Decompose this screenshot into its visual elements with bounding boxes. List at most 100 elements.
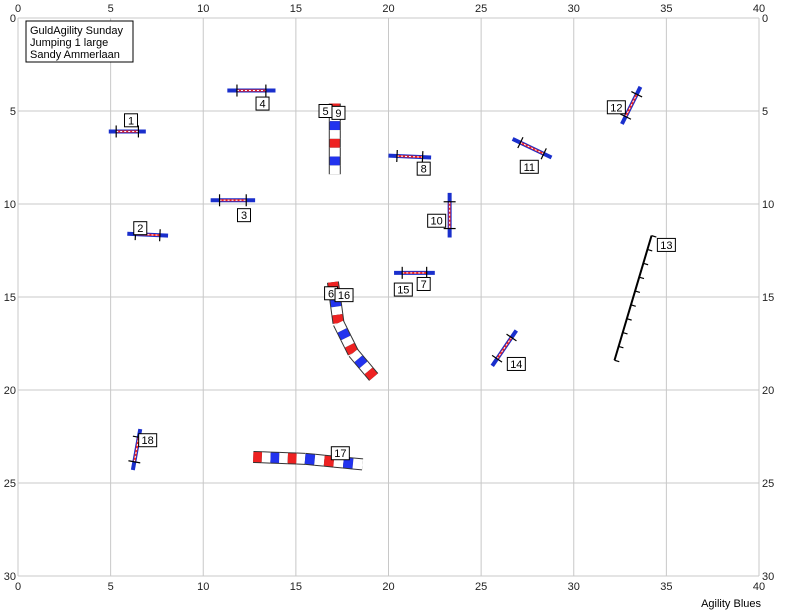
x-tick-bottom-5: 5 [108, 581, 114, 593]
number-label-1: 1 [124, 113, 139, 128]
number-box-9 [331, 105, 346, 120]
number-text-15: 15 [397, 285, 409, 297]
tunnel-segment [337, 328, 351, 341]
number-text-7: 7 [421, 279, 427, 291]
number-label-8: 8 [416, 161, 431, 176]
jump-wing-18-0 [128, 460, 141, 464]
number-text-1: 1 [128, 115, 134, 127]
number-box-13 [656, 237, 676, 252]
number-box-18 [138, 433, 158, 448]
tunnel-segment [349, 349, 363, 363]
number-text-11: 11 [524, 162, 535, 174]
number-box-1 [124, 113, 139, 128]
x-tick-top-5: 5 [108, 3, 114, 15]
wall-tick-13-0 [614, 359, 620, 363]
number-label-18: 18 [138, 433, 158, 448]
jump-wing-2-1 [159, 229, 161, 242]
jump-wing-14-0 [491, 354, 503, 363]
x-tick-bottom-25: 25 [475, 581, 487, 593]
tunnel-segment [332, 314, 344, 324]
x-tick-top-20: 20 [382, 3, 394, 15]
obstacle-1 [108, 125, 146, 138]
y-tick-left-20: 20 [4, 385, 16, 397]
number-box-8 [416, 161, 431, 176]
jump-wing-8-0 [396, 149, 398, 163]
number-box-2 [133, 221, 148, 236]
jump-wing-8-1 [421, 151, 424, 164]
x-tick-top-40: 40 [753, 3, 765, 15]
tunnel-segment [314, 454, 325, 466]
wall-tick-13-3 [626, 318, 632, 321]
number-box-12 [606, 100, 626, 115]
x-tick-bottom-10: 10 [197, 581, 209, 593]
jump-pole-stripe-12 [625, 94, 638, 117]
number-text-8: 8 [421, 164, 427, 176]
obstacle-12 [619, 85, 643, 125]
number-label-12: 12 [606, 100, 626, 115]
y-tick-left-0: 0 [10, 13, 16, 25]
obstacle-10 [443, 192, 456, 238]
number-text-13: 13 [660, 240, 672, 252]
wall-tick-13-7 [643, 262, 649, 266]
jump-wing-12-0 [619, 113, 632, 120]
number-box-3 [237, 208, 252, 223]
number-text-5: 5 [322, 106, 328, 118]
number-text-6: 6 [328, 288, 334, 300]
brand-footer: Agility Blues [701, 598, 761, 610]
tunnel-segment [354, 355, 368, 369]
obstacle-13 [613, 235, 657, 363]
tunnel-segment [364, 367, 378, 381]
wall-line-13 [613, 235, 653, 361]
number-label-5: 5 [318, 104, 333, 118]
y-tick-left-25: 25 [4, 478, 16, 490]
jump-pole-stripe-11 [520, 142, 544, 155]
number-box-14 [506, 356, 526, 371]
tunnel-segment [334, 320, 347, 333]
number-text-9: 9 [335, 108, 341, 120]
grid [17, 17, 760, 577]
jump-pole-stripe-8 [396, 155, 423, 158]
number-box-7 [416, 276, 431, 291]
y-tick-left-30: 30 [4, 571, 16, 583]
number-label-16: 16 [334, 288, 354, 303]
number-box-4 [255, 96, 270, 111]
x-tick-top-25: 25 [475, 3, 487, 15]
number-label-14: 14 [506, 356, 526, 371]
tunnel-segment [342, 457, 354, 469]
x-tick-bottom-40: 40 [753, 581, 765, 593]
obstacle-3 [210, 194, 256, 207]
x-tick-top-35: 35 [660, 3, 672, 15]
y-tick-right-25: 25 [762, 478, 774, 490]
info-judge: Sandy Ammerlaan [30, 49, 120, 61]
obstacle-11 [511, 136, 553, 160]
y-tick-right-0: 0 [762, 13, 768, 25]
jump-wing-11-0 [517, 136, 524, 149]
y-tick-left-10: 10 [4, 199, 16, 211]
y-tick-left-5: 5 [10, 106, 16, 118]
tunnel-17 [253, 450, 364, 471]
number-box-16 [334, 288, 354, 303]
number-text-10: 10 [431, 216, 443, 228]
x-tick-bottom-0: 0 [15, 581, 21, 593]
number-label-15: 15 [393, 282, 413, 297]
tunnel-segment [345, 343, 358, 356]
number-text-18: 18 [142, 435, 154, 447]
y-tick-right-15: 15 [762, 292, 774, 304]
x-tick-bottom-15: 15 [290, 581, 302, 593]
obstacle-14 [490, 329, 518, 367]
x-tick-top-10: 10 [197, 3, 209, 15]
number-label-2: 2 [133, 221, 148, 236]
x-tick-bottom-20: 20 [382, 581, 394, 593]
number-text-4: 4 [259, 99, 265, 111]
number-text-14: 14 [510, 359, 522, 371]
y-tick-right-10: 10 [762, 199, 774, 211]
number-label-3: 3 [237, 208, 252, 223]
number-label-10: 10 [427, 213, 447, 228]
x-tick-top-30: 30 [568, 3, 580, 15]
jump-pole-stripe-18 [133, 437, 140, 462]
number-box-15 [393, 282, 413, 297]
obstacle-8 [388, 149, 432, 164]
wall-tick-13-5 [634, 290, 641, 294]
